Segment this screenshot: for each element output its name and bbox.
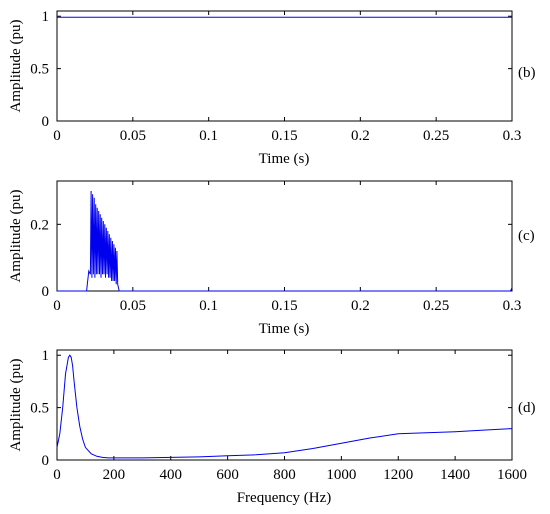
plot-frame-b bbox=[56, 10, 513, 122]
y-axis-label-c: Amplitude (pu) bbox=[8, 190, 24, 283]
x-tick-label: 1400 bbox=[440, 467, 470, 483]
series-line-d bbox=[56, 354, 513, 459]
y-tick-label: 0.2 bbox=[30, 217, 49, 233]
ticks-c bbox=[56, 181, 513, 292]
y-tick-label: 0.5 bbox=[30, 62, 49, 78]
x-tick-label: 0 bbox=[53, 298, 61, 314]
x-tick-label: 200 bbox=[103, 467, 126, 483]
x-tick-label: 0.25 bbox=[423, 128, 449, 144]
x-tick-label: 1000 bbox=[326, 467, 356, 483]
plot-frame-d bbox=[56, 349, 513, 461]
x-tick-label: 0.2 bbox=[351, 128, 370, 144]
x-axis-label-d: Frequency (Hz) bbox=[237, 490, 332, 506]
tick-labels-d: 0 200 400 600 800 1000 1200 1400 1600 0 0.5 1 bbox=[30, 348, 527, 483]
x-tick-label: 0.25 bbox=[423, 298, 449, 314]
x-tick-label: 0 bbox=[53, 467, 61, 483]
x-tick-label: 1200 bbox=[383, 467, 413, 483]
series-line-c bbox=[57, 190, 513, 292]
tick-labels-b: 0 0.05 0.1 0.15 0.2 0.25 0.3 0 0.5 1 bbox=[30, 9, 521, 144]
x-tick-label: 0 bbox=[53, 128, 61, 144]
ticks-b bbox=[56, 11, 513, 122]
panel-label-d: (d) bbox=[518, 400, 536, 416]
x-tick-label: 0.1 bbox=[199, 128, 218, 144]
panel-label-b: (b) bbox=[518, 65, 536, 81]
y-tick-label: 0 bbox=[42, 114, 50, 130]
x-tick-label: 0.15 bbox=[271, 128, 297, 144]
x-tick-label: 1600 bbox=[497, 467, 527, 483]
tick-labels-c: 0 0.05 0.1 0.15 0.2 0.25 0.3 0 0.2 bbox=[30, 217, 521, 314]
ticks-d bbox=[56, 350, 513, 461]
x-tick-label: 600 bbox=[216, 467, 239, 483]
panel-d: 0 200 400 600 800 1000 1200 1400 1600 0 0.5 1 Frequ… bbox=[8, 348, 536, 506]
x-tick-label: 0.05 bbox=[120, 128, 146, 144]
y-tick-label: 1 bbox=[42, 348, 50, 364]
panel-b: 0 0.05 0.1 0.15 0.2 0.25 0.3 0 0.5 1 Time (s) Amp… bbox=[8, 9, 536, 167]
x-tick-label: 0.3 bbox=[503, 128, 522, 144]
x-tick-label: 0.15 bbox=[271, 298, 297, 314]
x-tick-label: 0.2 bbox=[351, 298, 370, 314]
y-tick-label: 0.5 bbox=[30, 401, 49, 417]
panel-c: 0 0.05 0.1 0.15 0.2 0.25 0.3 0 0.2 Time (s) Ampl… bbox=[8, 180, 535, 337]
plot-frame-c bbox=[56, 180, 513, 292]
y-tick-label: 0 bbox=[42, 453, 50, 469]
x-tick-label: 0.05 bbox=[120, 298, 146, 314]
x-axis-label-b: Time (s) bbox=[259, 151, 310, 167]
x-tick-label: 800 bbox=[273, 467, 296, 483]
y-axis-label-d: Amplitude (pu) bbox=[8, 359, 24, 452]
y-tick-label: 0 bbox=[42, 284, 50, 300]
x-tick-label: 0.3 bbox=[503, 298, 522, 314]
x-axis-label-c: Time (s) bbox=[259, 321, 310, 337]
y-tick-label: 1 bbox=[42, 9, 50, 25]
panel-label-c: (c) bbox=[518, 228, 535, 244]
x-tick-label: 400 bbox=[160, 467, 183, 483]
x-tick-label: 0.1 bbox=[199, 298, 218, 314]
y-axis-label-b: Amplitude (pu) bbox=[8, 20, 24, 113]
